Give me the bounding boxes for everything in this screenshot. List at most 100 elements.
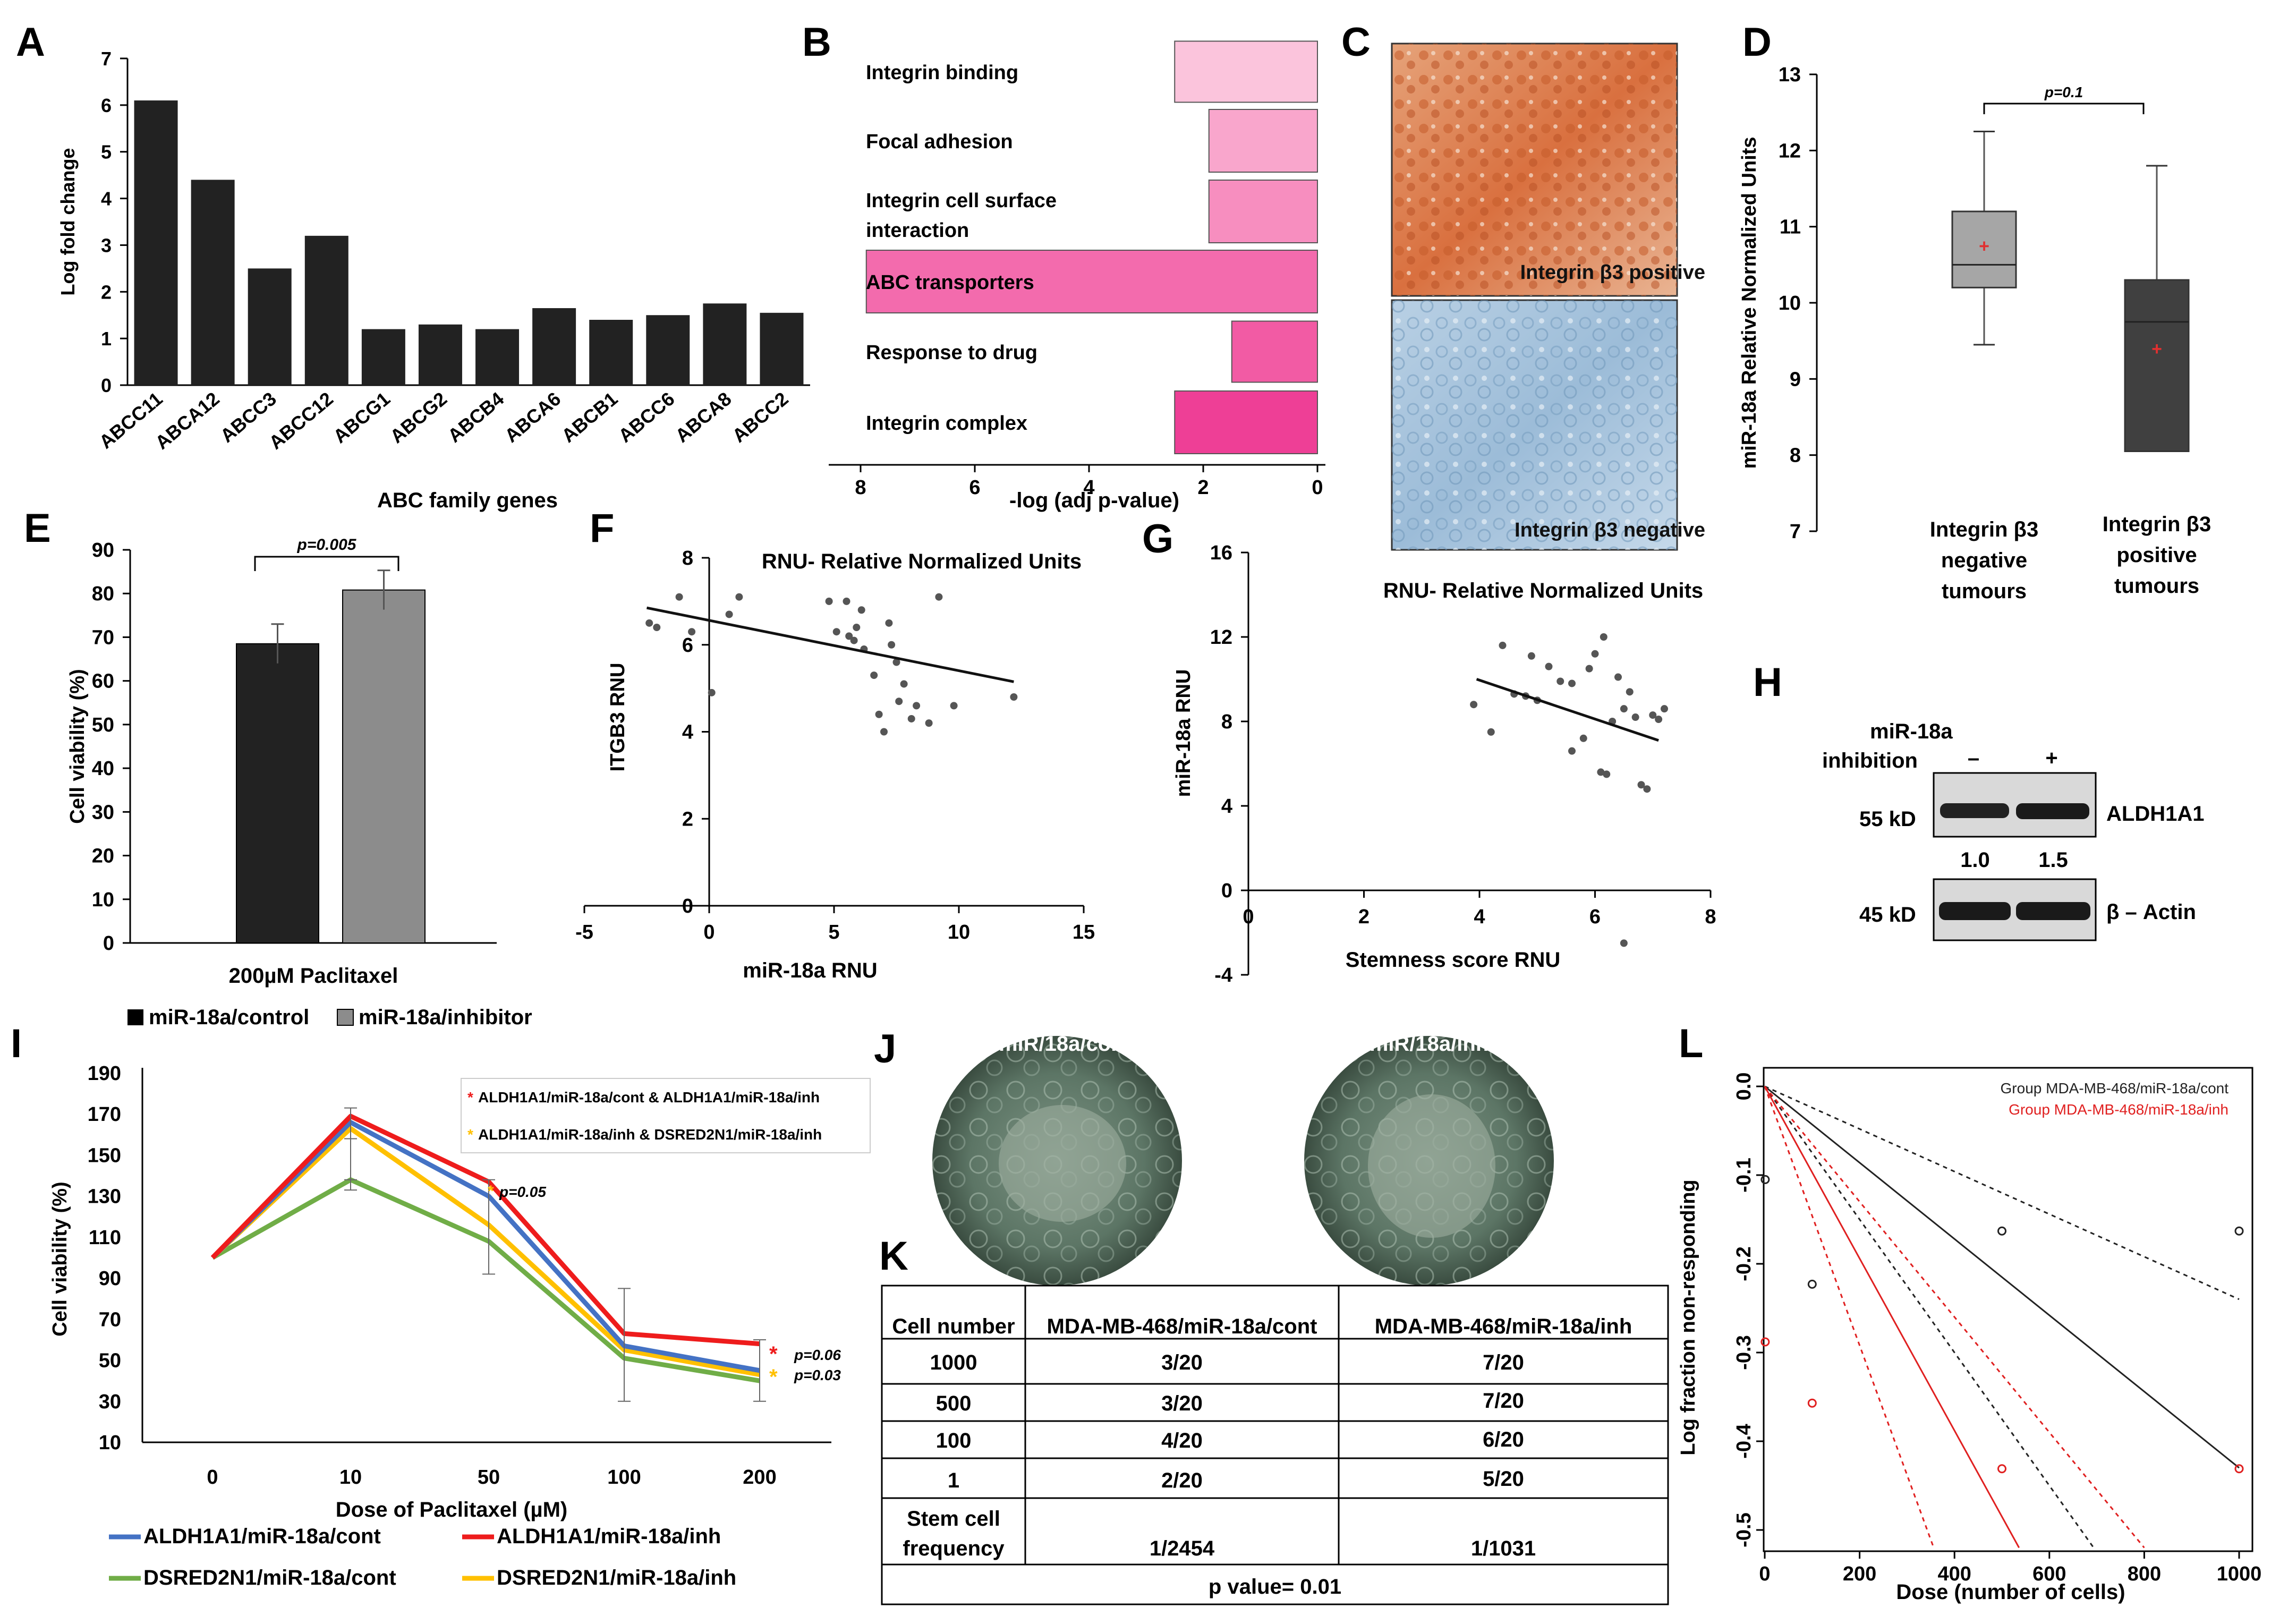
data-point: [2234, 1464, 2244, 1474]
data-point: [1643, 785, 1651, 793]
data-point: [850, 636, 858, 644]
x-tick-label: ABCA6: [500, 388, 565, 447]
bar: [304, 235, 348, 385]
panel-letter-j: J: [874, 1026, 896, 1072]
y-tick-label: 90: [92, 539, 114, 562]
band1-name-label: ALDH1A1: [2106, 802, 2204, 826]
x-tick-label: ABCG2: [386, 388, 451, 447]
y-tick-label: 8: [1790, 445, 1801, 467]
data-point: [925, 719, 933, 727]
category-label: Integrin cell surface: [866, 190, 1057, 212]
x-tick-label: 8: [1705, 906, 1716, 928]
ratio-lane2: 1.5: [2038, 848, 2068, 872]
data-point: [1631, 713, 1639, 721]
data-point: [1487, 728, 1495, 736]
table-freq-cont: 1/2454: [1150, 1537, 1215, 1560]
y-tick-label: 8: [682, 547, 693, 569]
x-tick-label: 0: [1243, 906, 1254, 928]
y-tick-label: 3: [101, 234, 112, 256]
x-tick-label: 800: [2128, 1563, 2161, 1585]
table-cell: 3/20: [1161, 1392, 1203, 1415]
condition-label-1: miR-18a: [1870, 720, 1953, 743]
data-point: [1760, 1175, 1770, 1184]
data-point: [913, 702, 921, 710]
panel-c-ihc-images: Integrin β3 positive Integrin β3 negativ…: [1391, 42, 1705, 551]
y-tick-label: 7: [1790, 521, 1801, 543]
table-cell: 1: [948, 1469, 959, 1492]
y-tick-label: 50: [99, 1350, 121, 1372]
panel-b-enrichment-chart: 8 6 4 2 0 -log (adj p-value) Integrin binding F…: [829, 40, 1325, 512]
y-tick-label: 6: [101, 95, 112, 116]
spheroid-control-caption: miR/18a/control: [999, 1032, 1158, 1056]
x-axis-label: miR-18a RNU: [743, 959, 877, 982]
y-tick-label: 10: [99, 1432, 121, 1454]
fit-line: [1476, 678, 1659, 742]
condition-label-2: inhibition: [1822, 749, 1918, 772]
group-label: Integrin β3: [1930, 518, 2038, 541]
data-point: [1620, 939, 1628, 947]
category-label: Response to drug: [866, 342, 1037, 364]
x-tick-label: ABCA12: [151, 388, 224, 454]
x-tick-label: 4: [1474, 906, 1485, 928]
y-tick-label: 10: [92, 889, 114, 911]
x-tick-label: ABCB4: [444, 388, 508, 447]
y-tick-label: 1: [101, 328, 112, 350]
y-tick-label: -0.2: [1733, 1246, 1755, 1281]
panel-letter-g: G: [1142, 516, 1173, 562]
spheroid-inhibitor-caption: miR/18a/inhibitor: [1370, 1032, 1542, 1056]
data-point: [1527, 652, 1535, 660]
panel-letter-h: H: [1753, 660, 1782, 705]
y-tick-label: 0: [101, 375, 112, 396]
band2-name-label: β – Actin: [2106, 900, 2196, 924]
data-point: [1600, 633, 1607, 641]
fit-line: [1764, 1086, 2020, 1549]
y-tick-label: 90: [99, 1268, 121, 1290]
y-tick-label: 70: [92, 626, 114, 649]
y-axis-label: Log fold change: [57, 148, 79, 296]
bar: [1208, 180, 1318, 243]
data-point: [950, 702, 958, 710]
ihc-positive-caption: Integrin β3 positive: [1520, 261, 1705, 284]
y-tick-label: 5: [101, 141, 112, 163]
data-point: [1997, 1226, 2006, 1236]
fit-line: [1764, 1085, 2240, 1469]
legend-label: DSRED2N1/miR-18a/inh: [497, 1566, 736, 1589]
data-point: [1637, 781, 1645, 789]
group-label: tumours: [1942, 580, 2027, 603]
mean-marker: +: [2151, 339, 2162, 359]
data-point: [845, 632, 853, 640]
y-tick-label: 9: [1790, 368, 1801, 390]
bar: [342, 589, 426, 943]
panel-letter-i: I: [11, 1021, 22, 1066]
data-point: [1010, 693, 1018, 701]
data-point: [675, 593, 683, 601]
data-point: [832, 628, 840, 636]
significance-bracket: [254, 556, 399, 571]
x-tick-label: 200: [743, 1466, 776, 1489]
data-point: [1568, 747, 1576, 755]
legend-swatch-inhibitor: [337, 1009, 354, 1026]
ratio-lane1: 1.0: [1960, 848, 1990, 872]
y-tick-label: -0.1: [1733, 1158, 1755, 1192]
x-tick-label: 6: [1589, 906, 1601, 928]
y-axis-label: miR-18a Relative Normalized Units: [1738, 137, 1760, 469]
group-label: negative: [1941, 549, 2027, 572]
data-point: [1649, 711, 1657, 719]
significance-legend-box: [461, 1078, 871, 1153]
box: [1951, 210, 2017, 288]
band-actin-lane1: [1939, 902, 2011, 920]
data-point: [688, 628, 696, 636]
x-tick-label: 1000: [2217, 1563, 2262, 1585]
lane-plus-label: +: [2045, 746, 2057, 770]
table-cell: 7/20: [1483, 1351, 1524, 1374]
y-tick-label: 170: [88, 1103, 121, 1126]
y-tick-label: 20: [92, 845, 114, 868]
y-tick-label: 4: [101, 188, 112, 210]
y-tick-label: 7: [101, 48, 112, 70]
legend-label: ALDH1A1/miR-18a/inh: [497, 1525, 721, 1548]
data-point: [1655, 716, 1663, 724]
data-point: [900, 680, 908, 688]
annotation: p=0.05: [499, 1184, 546, 1200]
annotation: p=0.06: [794, 1347, 841, 1363]
annotation: p=0.03: [794, 1367, 841, 1383]
